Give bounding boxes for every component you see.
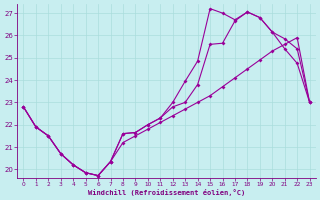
X-axis label: Windchill (Refroidissement éolien,°C): Windchill (Refroidissement éolien,°C): [88, 189, 245, 196]
